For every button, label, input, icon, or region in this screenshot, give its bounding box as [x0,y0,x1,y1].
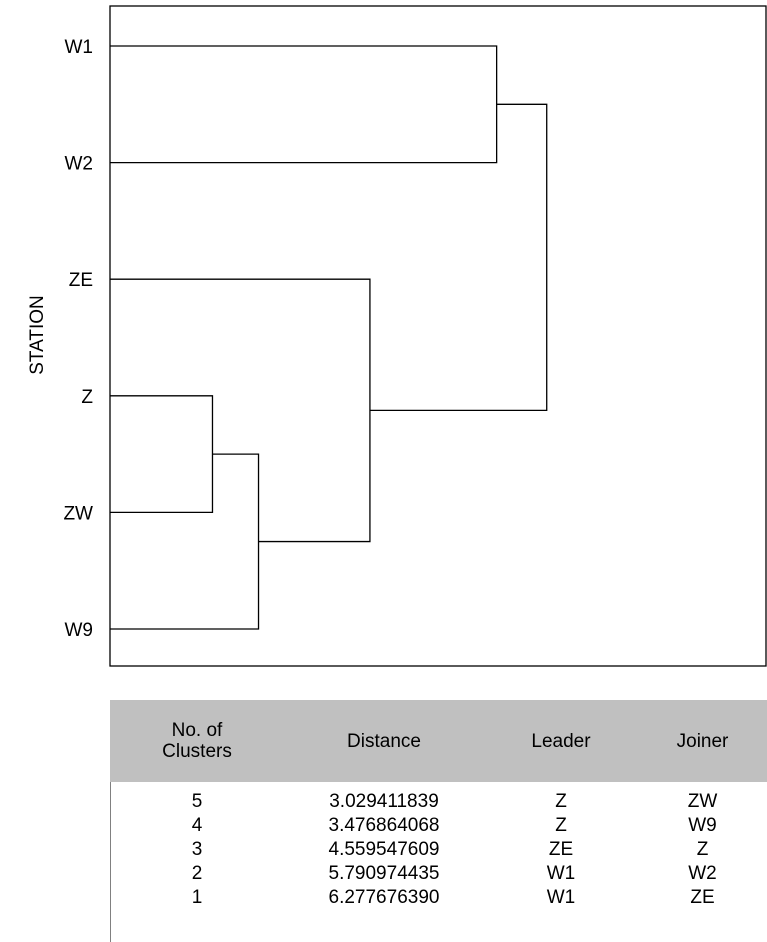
header-leader: Leader [484,700,638,782]
dendrogram-links [110,45,548,630]
table-header-separator [110,782,767,784]
merge-link-1 [369,103,548,412]
merge-link-4 [110,453,260,630]
cell-distance: 6.277676390 [328,887,440,908]
header-joiner: Joiner [638,700,767,782]
cell-clusters: 5 [191,791,203,812]
cell-distance: 3.029411839 [329,791,439,812]
table-row: 2 5.790974435 W1 W2 [110,862,767,886]
header-clusters-line2: Clusters [162,741,232,762]
cell-distance: 3.476864068 [328,815,440,836]
cluster-table: No. of Clusters Distance Leader Joiner 5… [110,700,767,910]
leaf-label-ze: ZE [69,270,93,291]
leaf-labels: W1 W2 ZE Z ZW W9 [63,37,93,641]
dendrogram: STATION W1 W2 ZE Z ZW W9 [27,5,767,667]
leaf-label-w2: W2 [65,154,94,175]
table-header-row: No. of Clusters Distance Leader Joiner [110,700,767,782]
merge-link-2 [110,45,498,164]
table-row: 3 4.559547609 ZE Z [110,838,767,862]
plot-frame [109,5,767,667]
table-row: 4 3.476864068 Z W9 [110,814,767,838]
leaf-label-zw: ZW [63,503,93,524]
cell-leader: W1 [546,887,576,908]
table-row: 5 3.029411839 Z ZW [110,782,767,814]
cell-clusters: 3 [191,839,203,860]
cell-leader: Z [555,815,567,836]
cell-distance: 4.559547609 [328,839,440,860]
cell-leader: W1 [546,863,576,884]
cell-leader: ZE [548,839,574,860]
cell-joiner: Z [696,839,709,860]
leaf-label-z: Z [81,387,93,408]
cell-joiner: ZE [690,887,715,908]
header-clusters-line1: No. of [171,720,223,741]
cluster-table-container: No. of Clusters Distance Leader Joiner 5… [110,700,767,942]
cell-joiner: W9 [688,815,717,836]
leaf-label-w9: W9 [65,620,94,641]
cell-clusters: 2 [191,863,203,884]
cell-clusters: 4 [191,815,203,836]
cell-joiner: ZW [687,791,718,812]
table-row: 1 6.277676390 W1 ZE [110,886,767,910]
cell-joiner: W2 [688,863,717,884]
cell-leader: Z [555,791,567,812]
cell-clusters: 1 [191,887,203,908]
y-axis-label: STATION [27,295,48,375]
cell-distance: 5.790974435 [328,863,440,884]
merge-link-5 [110,395,214,514]
leaf-label-w1: W1 [65,37,94,58]
header-clusters: No. of Clusters [110,700,284,782]
merge-link-3 [110,278,371,543]
table-left-rule [110,782,111,942]
header-distance: Distance [284,700,484,782]
